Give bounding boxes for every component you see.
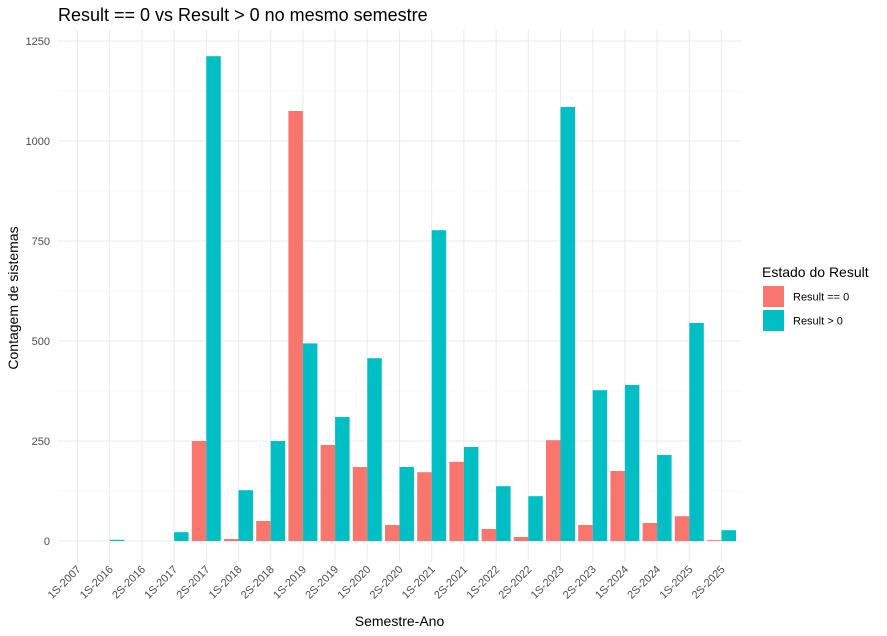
x-axis-title: Semestre-Ano	[355, 613, 445, 629]
bar-result-gt-0-1S-2017	[174, 532, 189, 541]
bar-result-gt-0-2S-2022	[528, 496, 543, 541]
x-tick-label: 2S-2022	[497, 564, 535, 602]
bar-result-eq-0-2S-2019	[320, 445, 336, 541]
bar-result-eq-0-1S-2024	[610, 471, 625, 541]
bar-result-gt-0-2S-2025	[721, 530, 736, 541]
legend: Estado do Result Result == 0 Result > 0	[762, 264, 869, 331]
x-tick-label: 1S-2023	[529, 564, 567, 602]
bar-result-gt-0-2S-2020	[399, 467, 414, 541]
bar-result-gt-0-1S-2025	[689, 323, 704, 541]
y-tick-label: 250	[32, 436, 50, 448]
bar-result-eq-0-1S-2025	[674, 516, 690, 541]
x-tick-label: 2S-2024	[625, 564, 663, 602]
y-tick-label: 0	[44, 536, 50, 548]
bars	[109, 56, 736, 541]
bar-result-eq-0-2S-2021	[449, 461, 464, 541]
x-tick-label: 1S-2020	[336, 564, 374, 602]
legend-key-result-eq-0	[763, 286, 784, 307]
x-tick-label: 2S-2021	[432, 564, 470, 602]
bar-result-gt-0-1S-2018	[238, 490, 253, 541]
y-tick-label: 1250	[26, 36, 50, 48]
bar-result-gt-0-1S-2022	[496, 486, 511, 541]
bar-result-eq-0-2S-2024	[642, 523, 658, 541]
x-tick-label: 2S-2016	[110, 564, 148, 602]
x-tick-label: 2S-2017	[175, 564, 213, 602]
bar-result-eq-0-1S-2018	[224, 539, 239, 541]
bar-result-gt-0-1S-2020	[367, 358, 382, 541]
legend-title: Estado do Result	[762, 264, 869, 280]
bar-result-gt-0-1S-2021	[431, 230, 447, 541]
x-tick-label: 2S-2025	[690, 564, 728, 602]
legend-key-result-gt-0	[763, 310, 784, 331]
x-tick-label: 1S-2022	[464, 564, 502, 602]
bar-result-gt-0-1S-2016	[109, 539, 125, 541]
bar-result-eq-0-1S-2019	[288, 111, 303, 541]
x-tick-label: 2S-2023	[561, 564, 599, 602]
y-tick-labels: 0 250 500 750 1000 1250	[26, 36, 50, 548]
x-tick-labels: 1S-20071S-20162S-20161S-20172S-20171S-20…	[46, 564, 728, 602]
bar-result-eq-0-2S-2023	[578, 525, 593, 541]
bar-result-gt-0-2S-2021	[463, 447, 479, 541]
x-tick-label: 2S-2018	[239, 564, 277, 602]
bar-result-eq-0-1S-2023	[546, 440, 561, 541]
bar-result-eq-0-2S-2018	[256, 521, 271, 541]
x-tick-label: 1S-2019	[271, 564, 309, 602]
x-tick-label: 1S-2024	[593, 564, 631, 602]
x-tick-label: 2S-2020	[368, 564, 406, 602]
bar-result-eq-0-2S-2025	[707, 540, 722, 541]
bar-result-eq-0-2S-2020	[385, 525, 400, 541]
x-tick-label: 2S-2019	[303, 564, 341, 602]
x-tick-label: 1S-2017	[142, 564, 180, 602]
y-axis-title: Contagem de sistemas	[5, 226, 21, 369]
legend-label: Result > 0	[793, 316, 843, 328]
y-tick-label: 750	[32, 236, 50, 248]
bar-result-gt-0-1S-2024	[624, 385, 640, 541]
x-tick-label: 1S-2025	[658, 564, 696, 602]
bar-result-gt-0-2S-2019	[335, 417, 350, 541]
bar-result-gt-0-2S-2017	[206, 56, 221, 541]
bar-result-eq-0-1S-2020	[352, 467, 368, 541]
bar-result-eq-0-2S-2017	[191, 441, 207, 541]
chart-title: Result == 0 vs Result > 0 no mesmo semes…	[58, 5, 428, 25]
bar-result-gt-0-2S-2018	[270, 441, 286, 541]
bar-result-eq-0-2S-2022	[513, 537, 529, 541]
x-tick-label: 1S-2018	[207, 564, 245, 602]
bar-result-gt-0-1S-2023	[560, 107, 575, 541]
bar-result-eq-0-1S-2022	[481, 529, 497, 541]
x-tick-label: 1S-2021	[400, 564, 438, 602]
bar-result-gt-0-2S-2024	[657, 455, 672, 541]
bar-result-eq-0-1S-2021	[417, 472, 432, 541]
legend-label: Result == 0	[793, 292, 849, 304]
x-tick-label: 1S-2016	[78, 564, 116, 602]
y-tick-label: 1000	[26, 136, 50, 148]
x-tick-label: 1S-2007	[46, 564, 84, 602]
y-tick-label: 500	[32, 336, 50, 348]
bar-result-gt-0-1S-2019	[302, 343, 318, 541]
bar-result-gt-0-2S-2023	[592, 390, 608, 541]
